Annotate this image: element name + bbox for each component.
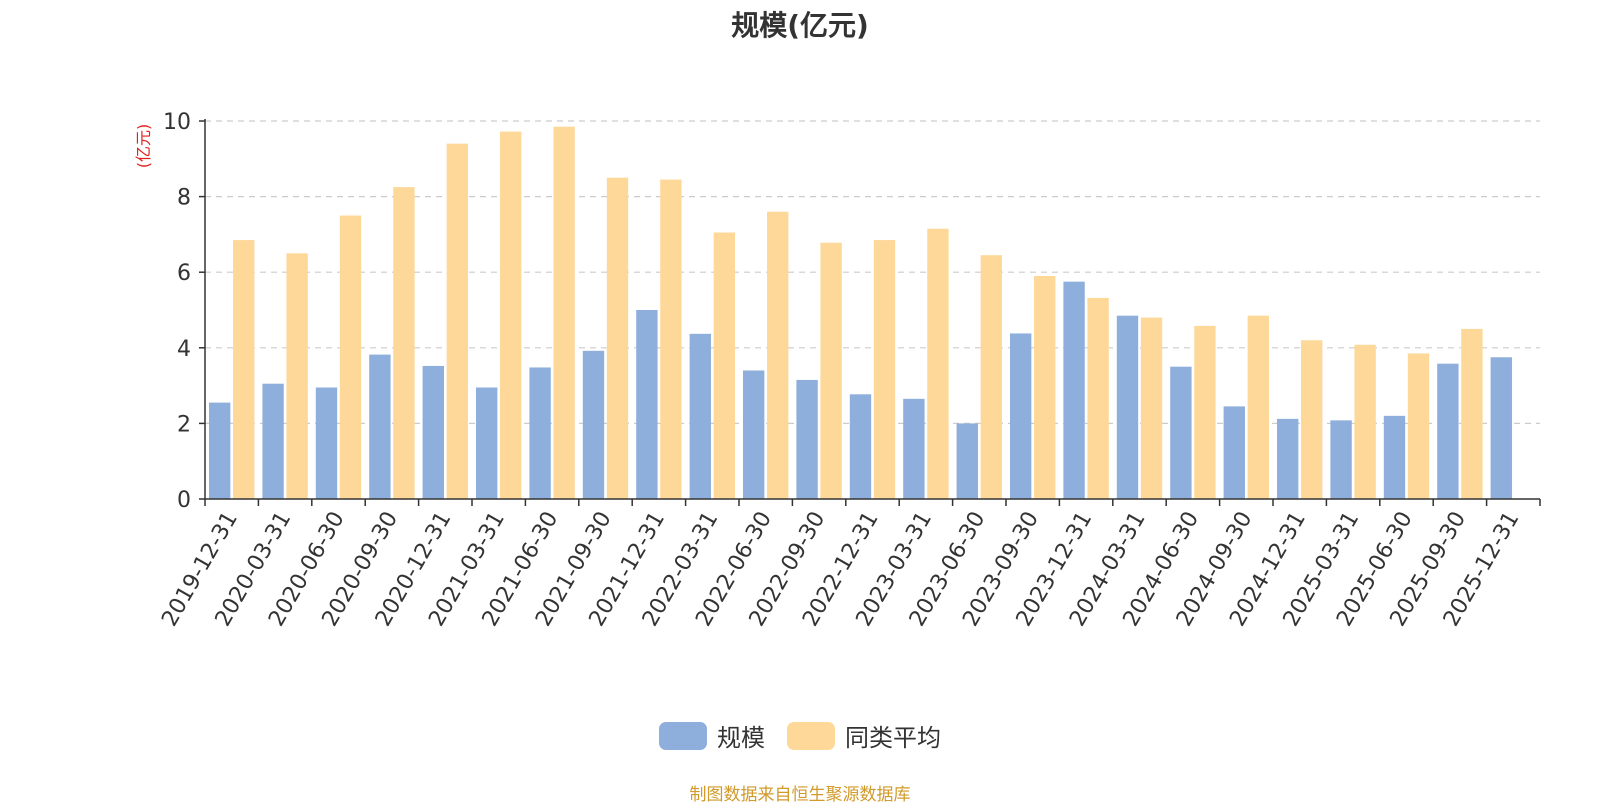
bar-peer-average-2020-06-30 xyxy=(339,215,362,499)
bar-peer-average-2025-06-30 xyxy=(1407,353,1430,499)
y-tick-label-8: 8 xyxy=(177,186,191,211)
y-tick-label-0: 0 xyxy=(177,488,191,513)
bar-peer-average-2024-06-30 xyxy=(1194,325,1216,499)
bar-scale-2021-12-31 xyxy=(636,310,658,499)
bar-peer-average-2021-12-31 xyxy=(660,179,682,499)
bar-scale-2021-06-30 xyxy=(529,367,551,499)
y-axis-unit-label: (亿元) xyxy=(134,124,153,169)
bar-peer-average-2021-09-30 xyxy=(606,177,629,499)
bar-scale-2025-12-31 xyxy=(1490,357,1512,499)
bar-peer-average-2023-12-31 xyxy=(1087,297,1109,499)
source-note: 制图数据来自恒生聚源数据库 xyxy=(689,785,911,805)
legend: 规模 同类平均 xyxy=(0,718,1600,753)
bar-scale-2024-12-31 xyxy=(1277,418,1299,499)
bar-peer-average-2023-03-31 xyxy=(927,228,949,500)
bar-peer-average-2025-09-30 xyxy=(1461,328,1483,499)
bar-scale-2025-03-31 xyxy=(1330,420,1352,499)
bar-peer-average-2020-03-31 xyxy=(286,253,308,499)
bar-peer-average-2022-09-30 xyxy=(820,242,842,499)
bar-scale-2020-03-31 xyxy=(262,383,284,499)
bar-peer-average-2021-03-31 xyxy=(500,131,522,500)
bar-scale-2022-12-31 xyxy=(849,394,872,499)
bar-scale-2022-03-31 xyxy=(689,333,711,499)
bar-peer-average-2019-12-31 xyxy=(233,240,255,499)
bar-peer-average-2025-03-31 xyxy=(1354,344,1376,499)
chart-title: 规模(亿元) xyxy=(731,9,869,42)
y-tick-label-10: 10 xyxy=(163,110,191,135)
bar-scale-2023-03-31 xyxy=(903,398,925,499)
bar-scale-2023-12-31 xyxy=(1063,281,1085,499)
bar-peer-average-2024-03-31 xyxy=(1140,317,1163,499)
bar-scale-2023-06-30 xyxy=(956,423,978,499)
y-tick-label-2: 2 xyxy=(177,412,191,437)
bar-peer-average-2024-09-30 xyxy=(1247,315,1269,499)
y-tick-label-6: 6 xyxy=(177,261,191,286)
bar-peer-average-2022-06-30 xyxy=(767,211,789,499)
bar-peer-average-2023-06-30 xyxy=(980,255,1002,499)
bar-scale-2020-06-30 xyxy=(315,387,338,499)
bars xyxy=(209,126,1512,500)
legend-label-scale: 规模 xyxy=(717,724,765,752)
bar-peer-average-2022-12-31 xyxy=(873,240,896,499)
bar-scale-2024-06-30 xyxy=(1170,366,1192,499)
bar-peer-average-2020-12-31 xyxy=(446,143,468,499)
bar-scale-2024-09-30 xyxy=(1223,406,1245,499)
legend-label-peer-average: 同类平均 xyxy=(845,724,941,752)
legend-swatch-peer-average xyxy=(787,721,835,750)
bar-peer-average-2022-03-31 xyxy=(713,232,735,499)
bar-scale-2020-12-31 xyxy=(422,365,444,499)
bar-peer-average-2023-09-30 xyxy=(1034,275,1056,499)
bar-peer-average-2021-06-30 xyxy=(553,126,575,500)
bar-scale-2022-09-30 xyxy=(796,379,818,499)
bar-peer-average-2024-12-31 xyxy=(1301,340,1323,499)
legend-item-scale[interactable]: 规模 xyxy=(659,718,765,753)
bar-scale-2024-03-31 xyxy=(1116,315,1139,499)
bar-scale-2020-09-30 xyxy=(369,354,391,499)
bar-scale-2021-09-30 xyxy=(582,350,605,499)
legend-swatch-scale xyxy=(659,721,707,750)
legend-item-peer-average[interactable]: 同类平均 xyxy=(787,718,941,753)
bar-scale-2022-06-30 xyxy=(743,370,765,499)
y-tick-label-4: 4 xyxy=(177,337,191,362)
axes xyxy=(199,119,1541,506)
bar-scale-2021-03-31 xyxy=(476,387,498,499)
bar-scale-2025-09-30 xyxy=(1437,363,1459,499)
bar-peer-average-2020-09-30 xyxy=(393,187,415,499)
bar-scale-2023-09-30 xyxy=(1010,333,1032,499)
bar-scale-2025-06-30 xyxy=(1383,415,1406,499)
bar-scale-2019-12-31 xyxy=(209,402,231,499)
